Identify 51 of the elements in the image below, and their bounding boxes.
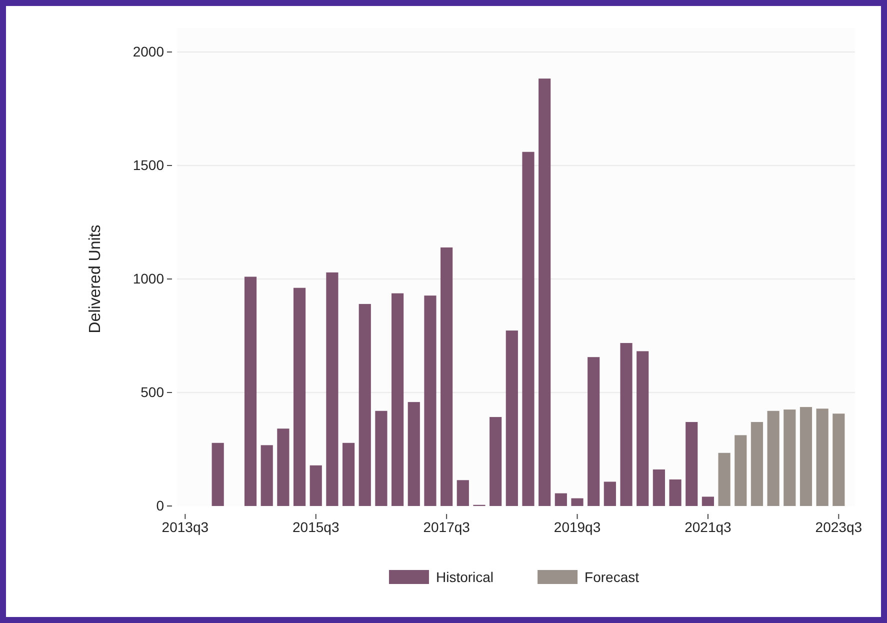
bar: [538, 78, 551, 506]
bar: [424, 296, 436, 506]
bar: [392, 293, 404, 506]
x-tick-label: 2015q3: [292, 518, 340, 535]
bar: [244, 276, 257, 506]
x-tick-label: 2017q3: [423, 518, 470, 535]
bar: [588, 357, 600, 506]
x-tick-label: 2023q3: [815, 518, 862, 535]
bar: [636, 351, 649, 506]
bar: [718, 452, 730, 506]
bar: [260, 445, 273, 506]
bar: [816, 408, 828, 506]
bar: [375, 410, 388, 506]
bar: [326, 272, 338, 506]
y-tick-label: 0: [156, 497, 164, 514]
bar: [554, 493, 567, 506]
bar: [702, 496, 714, 506]
bar: [506, 330, 518, 506]
bar: [490, 417, 502, 506]
bar: [342, 442, 355, 506]
bar: [652, 469, 665, 506]
bar: [456, 480, 469, 506]
y-tick-label: 1500: [132, 156, 164, 173]
bar: [277, 428, 290, 506]
x-tick-label: 2021q3: [684, 518, 732, 535]
bar: [800, 407, 812, 506]
bar: [440, 247, 453, 506]
bar: [212, 442, 224, 506]
bar: [310, 465, 322, 506]
bar: [604, 482, 616, 506]
y-tick-label: 1000: [132, 270, 164, 286]
legend-label: Forecast: [584, 569, 640, 585]
x-tick-label: 2013q3: [162, 518, 209, 535]
bar: [669, 479, 682, 506]
x-tick-label: 2019q3: [554, 518, 601, 535]
bar: [734, 435, 747, 506]
legend-label: Historical: [436, 569, 494, 585]
bar: [408, 402, 420, 506]
bar: [767, 410, 780, 506]
y-axis-title: Delivered Units: [87, 224, 104, 334]
y-tick-label: 500: [140, 384, 164, 400]
bar: [686, 422, 698, 506]
bar: [832, 414, 845, 506]
bar: [293, 288, 306, 506]
y-tick-label: 2000: [132, 43, 164, 60]
bar: [522, 152, 534, 506]
bar: [571, 498, 584, 506]
bar: [620, 343, 632, 506]
bar: [358, 304, 371, 506]
bar: [784, 410, 796, 506]
bar: [750, 422, 764, 506]
